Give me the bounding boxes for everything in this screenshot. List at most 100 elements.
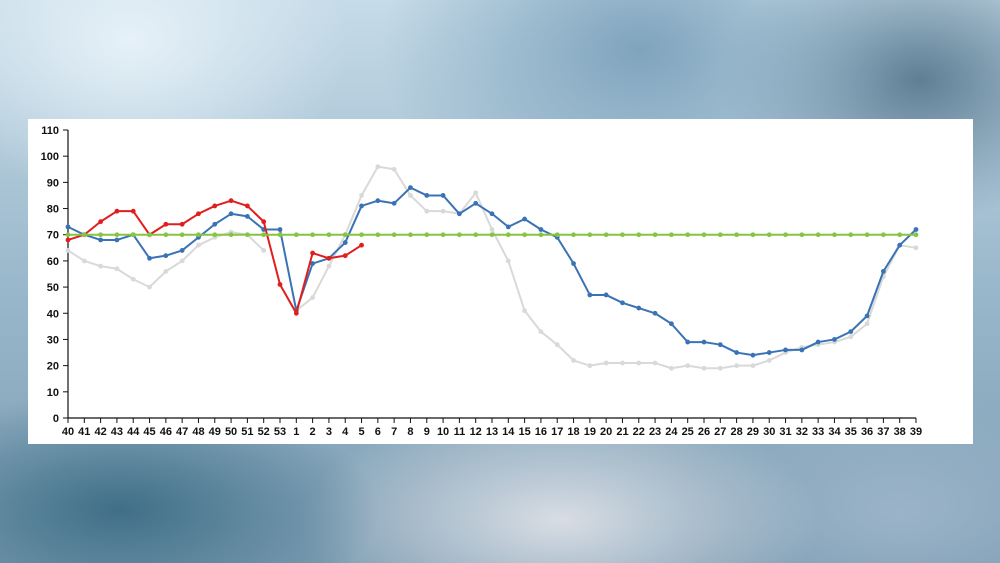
data-point xyxy=(310,232,316,238)
x-tick-label: 16 xyxy=(535,426,547,438)
y-tick-label: 60 xyxy=(47,256,59,268)
x-tick-label: 12 xyxy=(470,426,482,438)
data-point xyxy=(375,198,381,204)
x-tick-label: 31 xyxy=(779,426,791,438)
x-tick-label: 15 xyxy=(518,426,530,438)
data-point xyxy=(310,250,316,256)
series-1 xyxy=(65,185,919,358)
x-tick-label: 32 xyxy=(796,426,808,438)
data-point xyxy=(456,232,462,238)
data-point xyxy=(359,242,364,248)
data-point xyxy=(522,216,528,222)
x-tick-label: 17 xyxy=(551,426,563,438)
x-tick-label: 18 xyxy=(567,426,579,438)
data-point xyxy=(750,232,756,238)
y-tick-label: 90 xyxy=(47,177,59,189)
y-tick-label: 40 xyxy=(47,308,59,320)
x-tick-label: 42 xyxy=(94,426,106,438)
data-point xyxy=(375,232,381,238)
data-point xyxy=(212,203,218,209)
x-tick-label: 36 xyxy=(861,426,873,438)
axes xyxy=(63,129,917,423)
x-tick-label: 44 xyxy=(127,426,140,438)
data-point xyxy=(212,232,218,238)
data-point xyxy=(717,232,723,238)
data-point xyxy=(179,248,185,253)
data-point xyxy=(98,232,104,238)
data-point xyxy=(848,232,854,238)
data-point xyxy=(913,232,919,238)
x-tick-label: 30 xyxy=(763,426,775,438)
chart-panel: 0 10 20 30 40 50 60 70 80 90 100 110 40 41 42 43 44 45 46 4… xyxy=(28,119,973,444)
data-point xyxy=(228,232,234,238)
x-tick-label: 41 xyxy=(78,426,90,438)
data-point xyxy=(391,232,397,238)
data-point xyxy=(440,208,446,214)
data-point xyxy=(538,329,544,334)
data-point xyxy=(147,232,152,238)
x-tick-label: 26 xyxy=(698,426,710,438)
y-tick-label: 110 xyxy=(41,125,59,137)
data-point xyxy=(277,227,283,232)
data-point xyxy=(212,221,218,227)
y-tick-label: 20 xyxy=(47,361,59,373)
data-point xyxy=(359,203,364,209)
x-tick-label: 47 xyxy=(176,426,188,438)
x-tick-label: 33 xyxy=(812,426,824,438)
data-point xyxy=(424,232,430,238)
x-tick-label: 37 xyxy=(877,426,889,438)
data-point xyxy=(652,360,658,366)
data-point xyxy=(310,295,316,300)
data-point xyxy=(473,232,479,238)
data-point xyxy=(505,258,511,264)
x-tick-label: 5 xyxy=(358,426,364,438)
data-point xyxy=(277,282,283,287)
x-tick-label: 19 xyxy=(584,426,596,438)
data-point xyxy=(98,237,104,243)
x-tick-label: 27 xyxy=(714,426,726,438)
data-point xyxy=(652,310,658,316)
x-tick-label: 48 xyxy=(192,426,204,438)
data-point xyxy=(326,263,332,269)
data-point xyxy=(391,166,397,172)
data-point xyxy=(130,232,136,238)
data-point xyxy=(342,240,348,245)
data-point xyxy=(196,211,201,217)
data-point xyxy=(799,347,805,353)
data-point xyxy=(196,232,201,238)
data-point xyxy=(701,232,707,238)
data-point xyxy=(424,208,430,214)
data-point xyxy=(522,308,528,314)
data-point xyxy=(636,360,642,366)
data-point xyxy=(864,313,870,319)
x-tick-label: 14 xyxy=(502,426,515,438)
data-point xyxy=(832,232,837,238)
data-point xyxy=(864,232,870,238)
data-point xyxy=(342,253,348,259)
data-point xyxy=(897,242,903,248)
series-line xyxy=(67,165,917,370)
data-point xyxy=(163,221,169,227)
data-point xyxy=(244,214,250,219)
data-point xyxy=(456,211,462,217)
data-point xyxy=(766,232,772,238)
y-tick-label: 0 xyxy=(53,413,59,425)
x-tick-label: 4 xyxy=(342,426,349,438)
data-point xyxy=(293,310,299,316)
data-point xyxy=(293,232,299,238)
data-point xyxy=(799,232,805,238)
data-point xyxy=(505,232,511,238)
x-tick-label: 8 xyxy=(407,426,413,438)
x-tick-label: 20 xyxy=(600,426,612,438)
y-tick-label: 50 xyxy=(47,282,59,294)
x-tick-label: 40 xyxy=(62,426,74,438)
data-point xyxy=(815,339,821,345)
x-tick-label: 28 xyxy=(730,426,742,438)
data-point xyxy=(538,227,544,232)
data-point xyxy=(310,261,316,266)
data-point xyxy=(489,232,495,238)
data-point xyxy=(522,232,528,238)
data-point xyxy=(717,365,723,371)
data-point xyxy=(359,193,364,198)
